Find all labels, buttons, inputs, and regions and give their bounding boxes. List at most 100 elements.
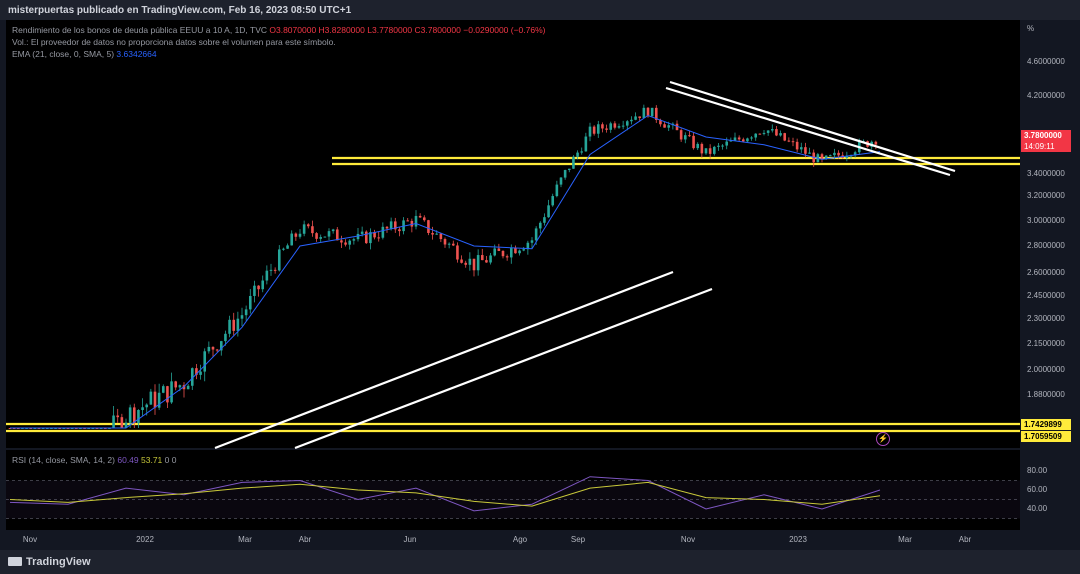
time-tick-label: Ago (512, 535, 528, 544)
header-bar: misterpuertas publicado en TradingView.c… (0, 0, 1080, 20)
time-tick-label: 2022 (136, 535, 154, 544)
candle-down (422, 217, 426, 221)
candle-up (476, 255, 480, 271)
price-tick-label: 2.6000000 (1027, 268, 1065, 277)
candle-up (228, 319, 231, 334)
candle-up (609, 123, 613, 130)
price-tick-label: 3.4000000 (1027, 169, 1065, 178)
candle-up (750, 137, 753, 139)
symbol-legend: Rendimiento de los bonos de deuda públic… (12, 25, 545, 35)
candle-up (261, 280, 265, 290)
candle-up (530, 240, 534, 243)
candle-up (389, 221, 393, 229)
candle-down (427, 220, 430, 233)
symbol-title: Rendimiento de los bonos de deuda públic… (12, 25, 267, 35)
candle-up (190, 368, 194, 386)
candle-down (464, 262, 468, 265)
candle-down (373, 232, 376, 238)
candle-up (369, 232, 372, 244)
candle-up (576, 152, 579, 157)
candle-down (344, 242, 347, 245)
candle-up (331, 229, 335, 232)
candle-down (708, 148, 712, 154)
rsi-sma-value: 53.71 (141, 455, 163, 465)
candle-down (120, 417, 124, 428)
price-tick-label: 1.8800000 (1027, 390, 1065, 399)
candle-up (253, 285, 256, 296)
ema-legend: EMA (21, close, 0, SMA, 5) 3.6342664 (12, 49, 157, 59)
candle-down (393, 221, 397, 230)
ema-value: 3.6342664 (116, 49, 157, 59)
candle-up (650, 107, 654, 117)
candle-down (601, 124, 604, 129)
candle-up (630, 119, 633, 122)
candle-down (787, 140, 791, 142)
candle-up (178, 385, 182, 388)
flash-icon[interactable]: ⚡ (876, 432, 890, 446)
candle-up (766, 130, 770, 133)
candle-up (356, 233, 360, 240)
candle-up (617, 126, 621, 128)
rsi-legend: RSI (14, close, SMA, 14, 2) 60.49 53.71 … (12, 455, 177, 465)
time-axis[interactable] (6, 530, 1020, 550)
candle-down (215, 349, 219, 351)
rsi-pane[interactable] (6, 450, 1020, 530)
last-price-badge: 3.7800000 (1021, 130, 1071, 141)
candle-down (335, 229, 339, 241)
candle-up (808, 152, 811, 154)
candle-up (170, 381, 173, 403)
candle-up (141, 407, 144, 411)
candle-up (833, 152, 836, 156)
candle-up (845, 155, 849, 158)
candle-up (327, 231, 331, 237)
tv-logo-icon (8, 557, 22, 566)
candle-up (596, 124, 600, 134)
candle-down (232, 319, 236, 331)
tradingview-logo[interactable]: TradingView (8, 556, 91, 568)
candle-up (725, 141, 729, 146)
candle-down (273, 269, 277, 271)
candle-down (659, 119, 662, 125)
price-tick-label: 2.8000000 (1027, 241, 1065, 250)
candle-up (642, 107, 646, 118)
candle-up (543, 217, 546, 223)
candle-up (824, 155, 828, 159)
candle-down (294, 233, 298, 237)
candle-down (257, 285, 260, 290)
candle-up (580, 151, 584, 153)
time-tick-label: 2023 (789, 535, 807, 544)
price-axis[interactable] (1020, 20, 1080, 532)
price-tick-label: 2.0000000 (1027, 365, 1065, 374)
candle-up (149, 391, 153, 405)
price-tick-label: 2.1500000 (1027, 339, 1065, 348)
axis-unit: % (1027, 24, 1035, 33)
candle-up (240, 315, 244, 319)
candle-up (277, 249, 281, 271)
price-tick-label: 2.4500000 (1027, 291, 1065, 300)
candle-up (779, 133, 782, 136)
price-pane[interactable] (6, 20, 1020, 448)
candle-down (775, 129, 778, 136)
ohlc-low: L3.7780000 (367, 25, 413, 35)
candle-up (704, 148, 708, 154)
candle-up (435, 233, 439, 235)
candle-up (248, 295, 252, 310)
time-tick-label: Abr (298, 535, 312, 544)
candle-down (153, 391, 157, 408)
candle-up (625, 121, 629, 126)
candle-down (472, 258, 476, 271)
candle-down (501, 250, 505, 257)
candle-up (509, 247, 513, 258)
candle-down (692, 135, 695, 149)
candle-up (683, 135, 687, 140)
candle-up (762, 132, 766, 134)
candle-down (485, 260, 488, 263)
candle-down (340, 240, 343, 243)
candle-up (770, 129, 774, 131)
price-tick-label: 4.6000000 (1027, 57, 1065, 66)
candle-up (124, 422, 128, 428)
candle-up (696, 143, 700, 149)
candle-down (418, 215, 422, 218)
ohlc-close: C3.7800000 (414, 25, 461, 35)
